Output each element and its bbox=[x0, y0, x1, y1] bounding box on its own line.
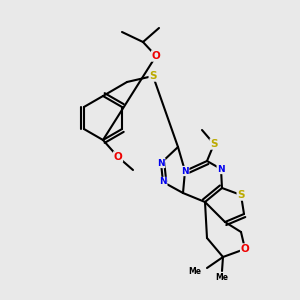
Text: Me: Me bbox=[215, 274, 229, 283]
Text: Me: Me bbox=[188, 268, 201, 277]
Text: N: N bbox=[157, 158, 165, 167]
Text: N: N bbox=[217, 164, 225, 173]
Text: O: O bbox=[241, 244, 249, 254]
Text: N: N bbox=[159, 178, 167, 187]
Text: S: S bbox=[210, 139, 218, 149]
Text: O: O bbox=[114, 152, 122, 162]
Text: N: N bbox=[181, 167, 189, 176]
Text: S: S bbox=[237, 190, 245, 200]
Text: S: S bbox=[149, 71, 157, 81]
Text: O: O bbox=[152, 51, 160, 61]
